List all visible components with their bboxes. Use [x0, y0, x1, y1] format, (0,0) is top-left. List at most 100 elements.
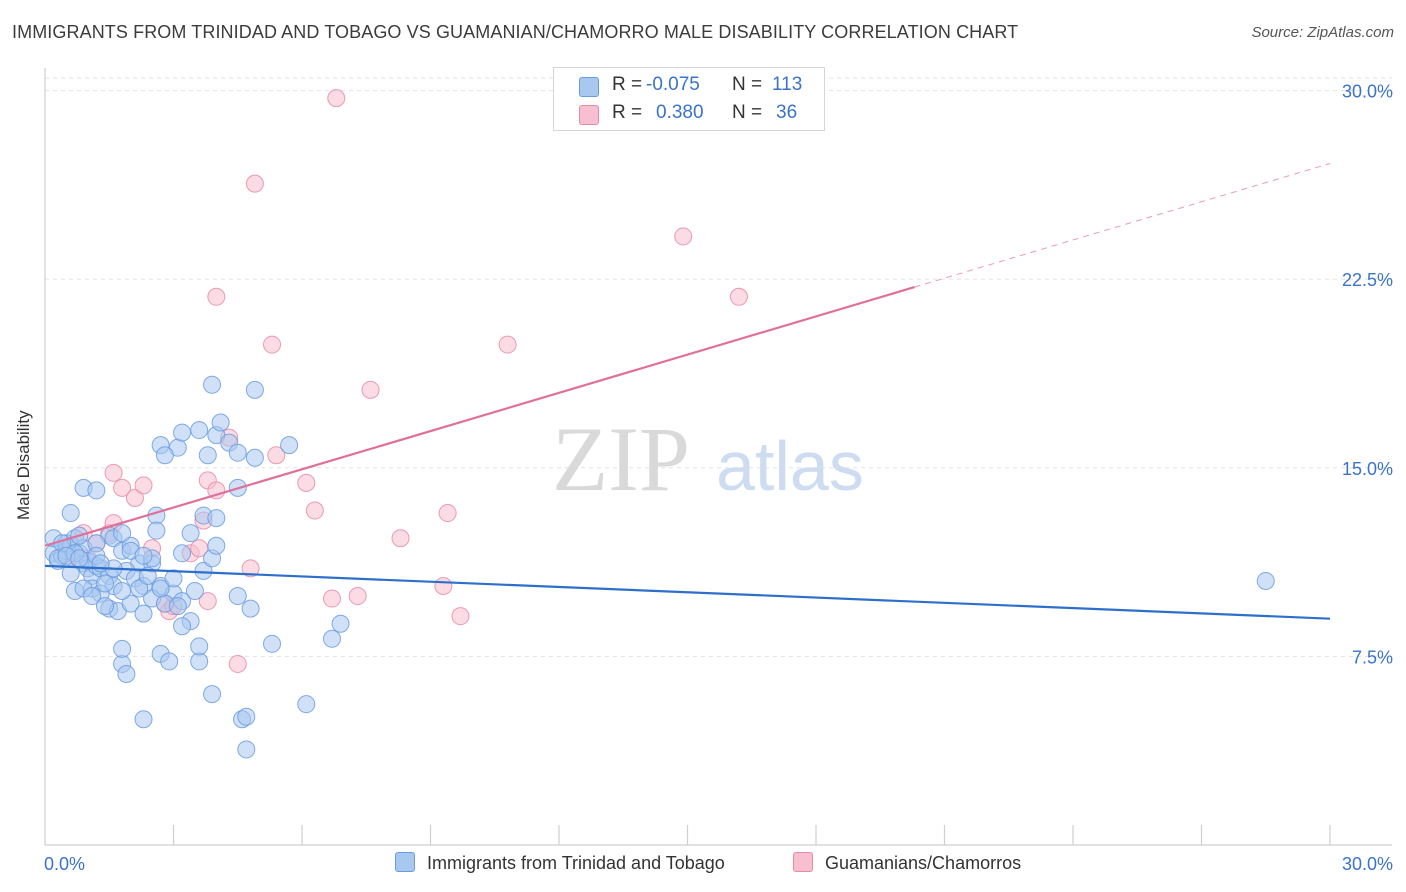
data-point — [61, 504, 80, 523]
data-point — [263, 634, 282, 653]
n-value: 113 — [772, 74, 803, 95]
y-tick-label: 15.0% — [1342, 459, 1393, 479]
trend-lines — [44, 163, 1331, 620]
data-point — [434, 576, 453, 595]
data-point — [1256, 571, 1275, 590]
series-trinidad-points — [44, 375, 1275, 759]
data-point — [125, 488, 144, 507]
n-label: N = — [732, 74, 763, 95]
data-point — [173, 617, 192, 636]
data-point — [228, 654, 247, 673]
data-point — [207, 481, 226, 500]
x-tick-label: 0.0% — [44, 854, 85, 874]
data-point — [211, 413, 230, 432]
blue-swatch — [395, 852, 415, 872]
data-point — [95, 574, 114, 593]
data-point — [228, 587, 247, 606]
pink-swatch — [579, 105, 599, 125]
data-point — [190, 637, 209, 656]
trend-line-guamanians-extension — [914, 163, 1331, 288]
data-point — [168, 597, 187, 616]
data-point — [237, 707, 256, 726]
data-point — [134, 604, 153, 623]
legend-label: Immigrants from Trinidad and Tobago — [427, 853, 725, 873]
blue-swatch — [579, 77, 599, 97]
data-point — [267, 446, 286, 465]
data-point — [322, 629, 341, 648]
tick-labels: 7.5% 15.0% 22.5% 30.0% 0.0% 30.0% — [44, 82, 1393, 874]
data-point — [173, 544, 192, 563]
chart-title: IMMIGRANTS FROM TRINIDAD AND TOBAGO VS G… — [12, 22, 1019, 42]
data-point — [155, 446, 174, 465]
stats-legend: R = -0.075 N = 113 R = 0.380 N = 36 — [553, 67, 825, 131]
data-point — [241, 559, 260, 578]
data-point — [147, 506, 166, 525]
r-label: R = — [612, 74, 643, 95]
data-point — [134, 546, 153, 565]
data-point — [498, 335, 517, 354]
data-point — [203, 685, 222, 704]
x-tick-label: 30.0% — [1342, 854, 1393, 874]
data-point — [70, 549, 89, 568]
data-point — [280, 436, 299, 455]
data-point — [194, 561, 213, 580]
data-point — [113, 582, 132, 601]
data-point — [297, 695, 316, 714]
legend-item-trinidad: Immigrants from Trinidad and Tobago — [395, 852, 725, 874]
data-point — [297, 473, 316, 492]
data-point — [729, 287, 748, 306]
data-point — [151, 579, 170, 598]
pink-swatch — [793, 852, 813, 872]
data-point — [451, 607, 470, 626]
data-point — [173, 423, 192, 442]
r-value: 0.380 — [656, 102, 704, 123]
r-value: -0.075 — [646, 74, 700, 95]
data-point — [117, 664, 136, 683]
axes — [44, 68, 1392, 846]
data-point — [228, 443, 247, 462]
data-point — [348, 587, 367, 606]
data-point — [674, 227, 693, 246]
data-point — [190, 421, 209, 440]
y-tick-label: 7.5% — [1352, 647, 1393, 667]
data-point — [134, 476, 153, 495]
data-point — [245, 174, 264, 193]
legend-label: Guamanians/Chamorros — [825, 853, 1022, 873]
trend-line-trinidad — [44, 564, 1331, 620]
data-point — [113, 639, 132, 658]
data-point — [207, 536, 226, 555]
data-point — [134, 710, 153, 729]
watermark-zip: ZIP — [552, 408, 690, 510]
data-point — [207, 287, 226, 306]
data-point — [207, 509, 226, 528]
y-tick-label: 30.0% — [1342, 82, 1393, 102]
watermark: ZIP atlas — [552, 408, 864, 510]
legend-item-guamanians: Guamanians/Chamorros — [793, 852, 1021, 874]
data-point — [87, 481, 106, 500]
data-point — [181, 524, 200, 543]
data-point — [185, 582, 204, 601]
n-value: 36 — [776, 102, 798, 123]
data-point — [263, 335, 282, 354]
y-tick-label: 22.5% — [1342, 270, 1393, 290]
data-point — [203, 375, 222, 394]
data-point — [95, 597, 114, 616]
trend-line-guamanians — [44, 286, 915, 547]
data-point — [361, 380, 380, 399]
data-point — [391, 529, 410, 548]
data-point — [331, 614, 350, 633]
data-point — [241, 599, 260, 618]
data-point — [83, 587, 102, 606]
data-point — [113, 478, 132, 497]
data-point — [305, 501, 324, 520]
data-point — [121, 594, 140, 613]
data-point — [327, 89, 346, 108]
data-point — [245, 380, 264, 399]
data-point — [322, 589, 341, 608]
r-label: R = — [612, 102, 643, 123]
data-point — [198, 446, 217, 465]
data-point — [130, 579, 149, 598]
data-point — [438, 504, 457, 523]
data-point — [147, 521, 166, 540]
